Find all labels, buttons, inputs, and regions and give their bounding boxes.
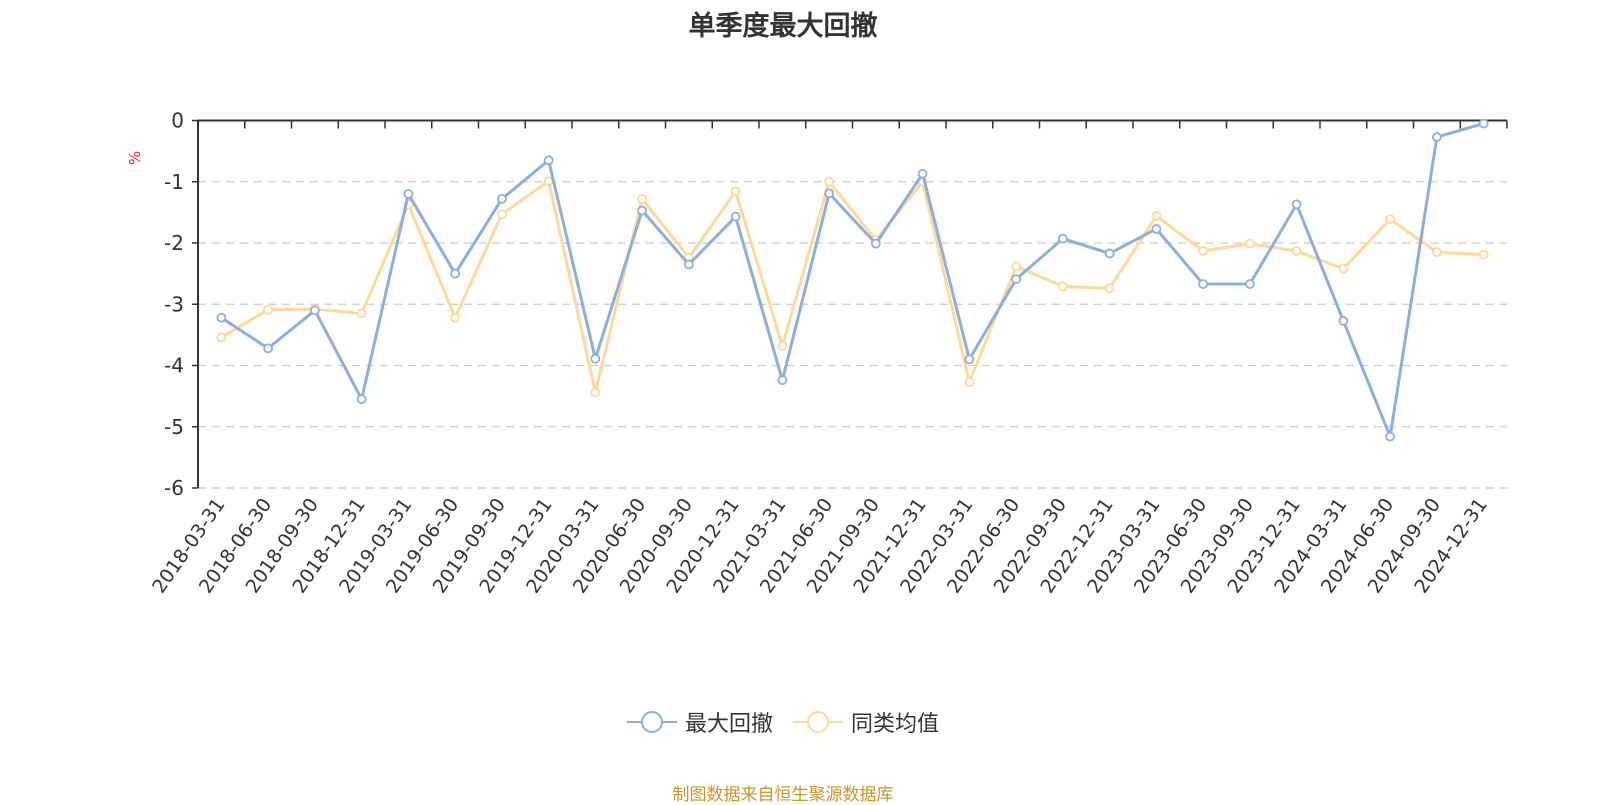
data-point[interactable] — [964, 377, 975, 387]
data-point[interactable] — [1198, 246, 1209, 256]
data-point[interactable] — [450, 312, 461, 323]
legend-label: 最大回撤 — [684, 712, 773, 737]
data-point[interactable] — [1385, 431, 1396, 442]
data-point[interactable] — [356, 308, 367, 319]
data-point[interactable] — [1104, 248, 1115, 259]
line-circle-icon — [793, 711, 843, 733]
data-point[interactable] — [1338, 263, 1349, 274]
data-point[interactable] — [824, 176, 835, 187]
data-point[interactable] — [1478, 118, 1489, 129]
data-point[interactable] — [777, 340, 788, 351]
data-point[interactable] — [637, 193, 648, 204]
data-point[interactable] — [216, 332, 227, 343]
y-tick-label: 0 — [171, 109, 184, 133]
data-point[interactable] — [450, 268, 461, 279]
y-unit-label: % — [126, 151, 144, 165]
data-point[interactable] — [1244, 238, 1255, 249]
data-point[interactable] — [356, 394, 367, 405]
legend-label: 同类均值 — [851, 712, 940, 737]
data-point[interactable] — [496, 193, 507, 204]
data-point[interactable] — [1057, 281, 1068, 292]
data-point[interactable] — [1291, 199, 1302, 210]
series-line — [220, 179, 1484, 394]
data-point[interactable] — [216, 312, 227, 323]
data-point[interactable] — [1057, 233, 1068, 244]
data-point[interactable] — [590, 353, 601, 364]
data-point[interactable] — [917, 168, 928, 179]
data-point[interactable] — [683, 259, 694, 270]
y-tick-label: -3 — [164, 292, 184, 316]
y-tick-label: -2 — [164, 231, 184, 255]
line-circle-icon — [626, 711, 677, 733]
data-point[interactable] — [1244, 279, 1255, 289]
legend-item-peer-average[interactable]: 同类均值 — [793, 706, 939, 738]
y-axis: 0 -1 -2 -3 -4 -5 -6 — [164, 109, 199, 500]
data-point[interactable] — [964, 354, 975, 365]
data-point[interactable] — [263, 343, 274, 354]
data-point[interactable] — [1291, 246, 1302, 256]
data-point[interactable] — [403, 189, 414, 199]
y-tick-label: -6 — [164, 476, 184, 500]
data-point[interactable] — [309, 305, 320, 316]
y-tick-label: -1 — [164, 170, 184, 194]
data-point[interactable] — [1151, 224, 1162, 234]
data-point[interactable] — [870, 238, 881, 249]
data-point[interactable] — [637, 205, 648, 216]
data-point[interactable] — [1104, 283, 1115, 294]
data-source-note: 制图数据来自恒生聚源数据库 — [672, 785, 894, 805]
legend-item-max-drawdown[interactable]: 最大回撤 — [626, 706, 773, 738]
series-lines — [216, 118, 1489, 442]
data-point[interactable] — [1385, 214, 1396, 225]
legend: 最大回撤 同类均值 — [0, 706, 1566, 738]
data-point[interactable] — [1151, 211, 1162, 221]
data-point[interactable] — [1011, 261, 1022, 272]
data-point[interactable] — [824, 188, 835, 199]
chart-title: 单季度最大回撤 — [688, 11, 878, 42]
data-point[interactable] — [263, 304, 274, 315]
series-line — [220, 122, 1485, 439]
data-point[interactable] — [730, 186, 741, 197]
data-point[interactable] — [777, 375, 788, 386]
grid-lines — [198, 181, 1507, 489]
data-point[interactable] — [1011, 274, 1022, 285]
data-point[interactable] — [496, 209, 507, 220]
data-point[interactable] — [730, 211, 741, 222]
y-tick-label: -4 — [164, 354, 184, 378]
data-point[interactable] — [1431, 247, 1442, 258]
y-tick-label: -5 — [164, 415, 184, 439]
data-point[interactable] — [1431, 132, 1442, 142]
data-point[interactable] — [590, 387, 601, 398]
data-point[interactable] — [1198, 279, 1209, 289]
data-point[interactable] — [1338, 315, 1349, 326]
data-point[interactable] — [543, 155, 554, 166]
data-point[interactable] — [1478, 249, 1489, 260]
